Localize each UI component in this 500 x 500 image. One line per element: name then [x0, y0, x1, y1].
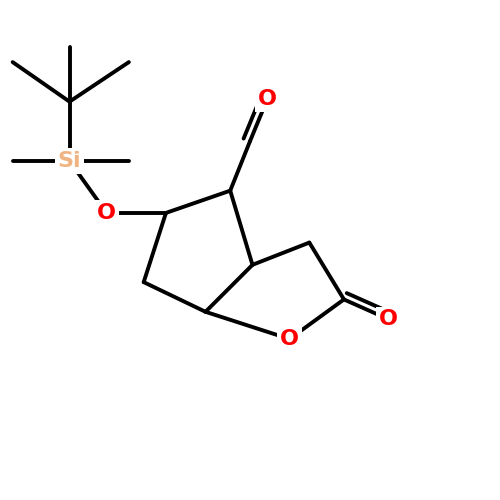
Text: O: O [97, 203, 116, 223]
Text: O: O [280, 329, 299, 349]
Text: O: O [379, 309, 398, 329]
Text: O: O [258, 89, 277, 109]
Text: Si: Si [58, 151, 82, 171]
